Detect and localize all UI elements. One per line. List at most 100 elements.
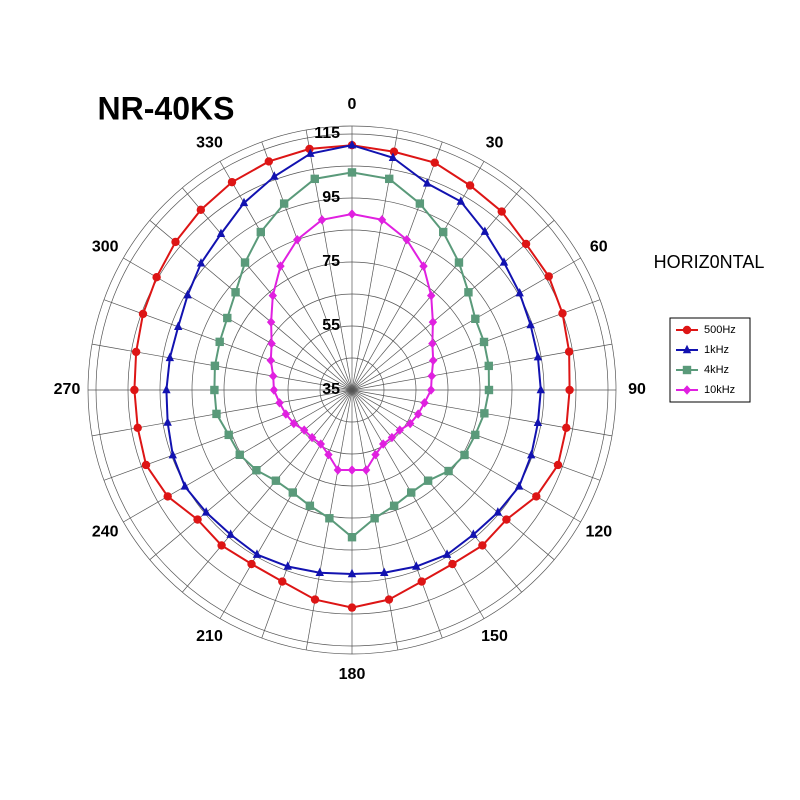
spoke: [351, 129, 399, 391]
marker: [269, 385, 279, 395]
marker: [428, 338, 437, 349]
spoke: [149, 220, 353, 391]
marker: [267, 338, 276, 349]
marker: [361, 465, 371, 475]
marker: [460, 450, 469, 460]
marker: [533, 352, 543, 361]
marker: [266, 317, 276, 327]
marker: [430, 158, 439, 167]
marker: [497, 207, 506, 216]
marker: [413, 409, 423, 419]
marker: [270, 171, 279, 180]
marker: [442, 549, 452, 558]
marker: [133, 423, 142, 432]
marker: [471, 430, 480, 440]
marker: [201, 507, 211, 516]
marker: [215, 337, 224, 347]
marker: [415, 199, 425, 208]
angle-label: 150: [481, 628, 508, 645]
angle-label: 300: [92, 239, 119, 256]
marker: [444, 466, 453, 476]
series: [162, 140, 545, 578]
marker: [130, 385, 139, 395]
marker: [544, 272, 553, 281]
marker: [347, 465, 357, 475]
marker: [131, 347, 141, 357]
spoke: [261, 389, 353, 639]
marker: [565, 385, 574, 395]
marker: [407, 488, 416, 497]
spoke: [351, 220, 555, 391]
spoke: [305, 129, 353, 391]
marker: [480, 226, 490, 235]
marker: [316, 439, 325, 449]
marker: [456, 196, 465, 205]
marker: [515, 288, 524, 297]
spoke: [351, 389, 485, 619]
marker: [347, 209, 357, 219]
marker: [173, 321, 183, 330]
marker: [420, 398, 429, 408]
marker: [448, 559, 457, 569]
spoke: [351, 187, 522, 391]
marker: [422, 178, 432, 187]
marker: [212, 409, 221, 419]
marker: [347, 140, 357, 149]
marker: [278, 577, 287, 586]
marker: [553, 460, 563, 470]
spoke: [219, 161, 353, 391]
series: [266, 209, 438, 475]
marker: [347, 533, 357, 542]
marker: [395, 425, 405, 435]
marker: [152, 273, 161, 282]
marker: [196, 258, 206, 267]
marker: [347, 168, 357, 177]
marker: [324, 449, 333, 460]
r-tick-label: 55: [322, 317, 340, 334]
legend-label: 500Hz: [704, 324, 736, 336]
marker: [428, 317, 438, 327]
marker: [532, 492, 541, 501]
marker: [165, 352, 175, 362]
angle-label: 210: [196, 628, 223, 645]
marker: [388, 152, 398, 161]
marker: [333, 465, 343, 475]
marker: [305, 501, 315, 510]
spoke: [182, 389, 353, 593]
r-tick-label: 115: [314, 125, 340, 142]
r-tick-label: 75: [322, 253, 340, 270]
marker: [299, 425, 309, 435]
marker: [275, 398, 284, 408]
angle-label: 30: [486, 134, 504, 151]
marker: [171, 237, 180, 247]
marker: [427, 371, 436, 381]
marker: [347, 568, 357, 578]
spoke: [261, 141, 353, 391]
angle-label: 270: [54, 381, 81, 398]
marker: [514, 481, 524, 490]
marker: [315, 567, 324, 576]
marker: [536, 384, 545, 394]
marker: [138, 309, 148, 319]
angle-label: 240: [92, 524, 119, 541]
r-tick-label: 95: [322, 189, 340, 206]
marker: [417, 577, 426, 586]
marker: [402, 234, 411, 245]
marker: [454, 258, 464, 267]
spoke: [123, 257, 353, 391]
marker: [210, 361, 220, 371]
legend-label: 10kHz: [704, 384, 735, 396]
marker: [562, 423, 571, 432]
angle-label: 180: [339, 666, 366, 683]
marker: [384, 595, 394, 604]
legend: 500Hz 1kHz 4kHz 10kHz: [669, 317, 751, 403]
marker: [682, 325, 692, 335]
legend-label: 4kHz: [704, 364, 729, 376]
marker: [682, 344, 692, 354]
spoke: [351, 389, 443, 639]
marker: [423, 476, 433, 485]
marker: [412, 561, 421, 570]
marker: [288, 488, 297, 497]
marker: [389, 147, 399, 156]
marker: [224, 430, 233, 440]
